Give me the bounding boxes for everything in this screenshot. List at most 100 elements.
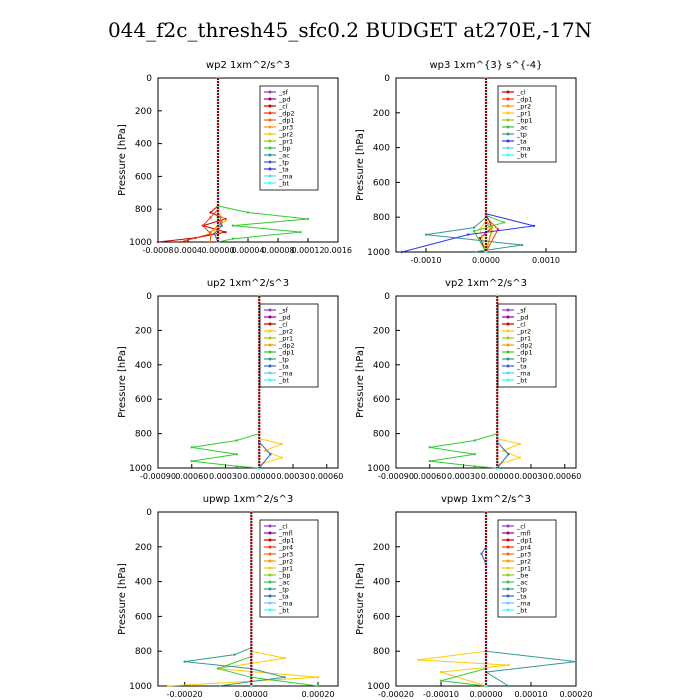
x-tick-label: 0.00030 [276,472,309,481]
legend-label: _mfl [516,530,531,538]
legend-label: _cl [278,523,288,531]
y-tick-label: 1000 [367,682,390,692]
x-tick-label: -0.0008 [143,246,174,255]
y-axis-label: Pressure [hPa] [117,346,128,418]
legend-marker [268,559,272,563]
legend-marker [268,531,272,535]
legend-label: _dp1 [516,349,533,357]
legend-marker [506,538,510,542]
legend-marker [506,139,510,143]
legend-label: _bp1 [516,117,533,125]
legend-label: _ac [516,124,528,132]
legend-marker [268,329,272,333]
series-point [306,217,310,221]
y-tick-label: 400 [135,578,152,588]
legend-marker [506,146,510,150]
legend-marker [506,97,510,101]
panel-1: wp2 1xm^2/s^3 Pressure [hPa] 0 200 400 600 800… [117,60,352,255]
series-point [316,684,320,688]
series-point [466,233,470,236]
panel-title: upwp 1xm^2/s^3 [203,494,293,505]
legend-marker [506,104,510,108]
series-point [166,684,170,688]
legend-label: _cl [516,321,526,329]
legend-label: _pr1 [278,565,293,573]
legend-marker [506,601,510,605]
series-line-dp1 [210,78,223,242]
legend-label: _pr3 [278,551,293,559]
series-point [235,465,238,468]
y-tick-label: 1000 [129,682,152,692]
legend-label: _dp2 [278,110,295,118]
legend-label: _ac [278,579,290,587]
series-point [209,216,212,219]
legend-marker [506,371,510,375]
legend-marker [268,364,272,368]
y-axis-label: Pressure [hPa] [355,129,366,201]
legend-marker [268,587,272,591]
y-tick-label: 800 [135,430,152,440]
x-tick-label: 0.00030 [209,472,242,481]
y-tick-label: 600 [135,612,152,622]
legend-label: _ta [516,138,527,146]
legend-marker [268,357,272,361]
series-point [316,676,320,679]
legend-label: _pr1 [516,565,531,573]
x-tick-label: 0.00000 [243,472,276,481]
x-tick-label: 0.00060 [175,472,208,481]
x-tick-label: 0.00030 [514,472,547,481]
legend-label: _pr1 [278,335,293,343]
legend-marker [506,308,510,312]
legend-label: _pr2 [278,558,293,566]
panel-3: up2 1xm^2/s^3 Pressure [hPa] 0 200 400 600 800… [117,278,343,481]
series-point [507,663,510,667]
series-point [156,240,160,244]
legend-label: _ma [516,370,531,378]
x-tick-label: 0.0016 [324,246,352,255]
legend-label: _be [516,572,528,580]
x-tick-label: 0.0000 [472,256,500,265]
legend-marker [506,336,510,340]
legend-label: _sf [278,89,289,97]
y-tick-label: 800 [373,647,390,657]
series-point [231,237,235,240]
legend-marker [268,538,272,542]
legend-label: _pr4 [516,544,531,552]
x-tick-label: -0.00020 [167,690,203,699]
y-axis-label: Pressure [hPa] [355,563,366,635]
series-point [190,446,193,449]
legend-label: _tp [278,356,289,364]
plot-frame [157,295,339,469]
legend-label: _ta [516,593,527,601]
series-point [507,453,510,456]
series-point [473,453,476,456]
panel-6: vpwp 1xm^2/s^3 Pressure [hPa] 200 400 600 800… [355,494,593,699]
legend-label: _ma [278,370,293,378]
plot-frame [395,295,577,469]
legend-marker [506,357,510,361]
x-tick-label: 0.0010 [532,256,560,265]
legend-label: _pd [516,314,529,322]
series-point [190,459,193,463]
legend-label: _bp [278,572,291,580]
y-axis-label: Pressure [hPa] [117,563,128,635]
legend-marker [268,97,272,101]
legend-label: _cl [516,523,526,531]
legend-marker [268,322,272,326]
legend-label: _ac [278,152,290,160]
x-tick-label: 0.00000 [469,690,502,699]
legend-marker [268,118,272,122]
x-tick-label: 0.00000 [235,690,268,699]
legend-label: _dp2 [278,342,295,350]
legend-marker [506,364,510,368]
series-point [472,250,476,254]
legend-marker [506,322,510,326]
y-tick-label: 0 [384,292,390,302]
y-axis-label: Pressure [hPa] [117,124,128,196]
panel-title: up2 1xm^2/s^3 [207,278,289,289]
y-tick-label: 200 [373,326,390,336]
legend-marker [506,580,510,584]
legend-marker [506,111,510,115]
